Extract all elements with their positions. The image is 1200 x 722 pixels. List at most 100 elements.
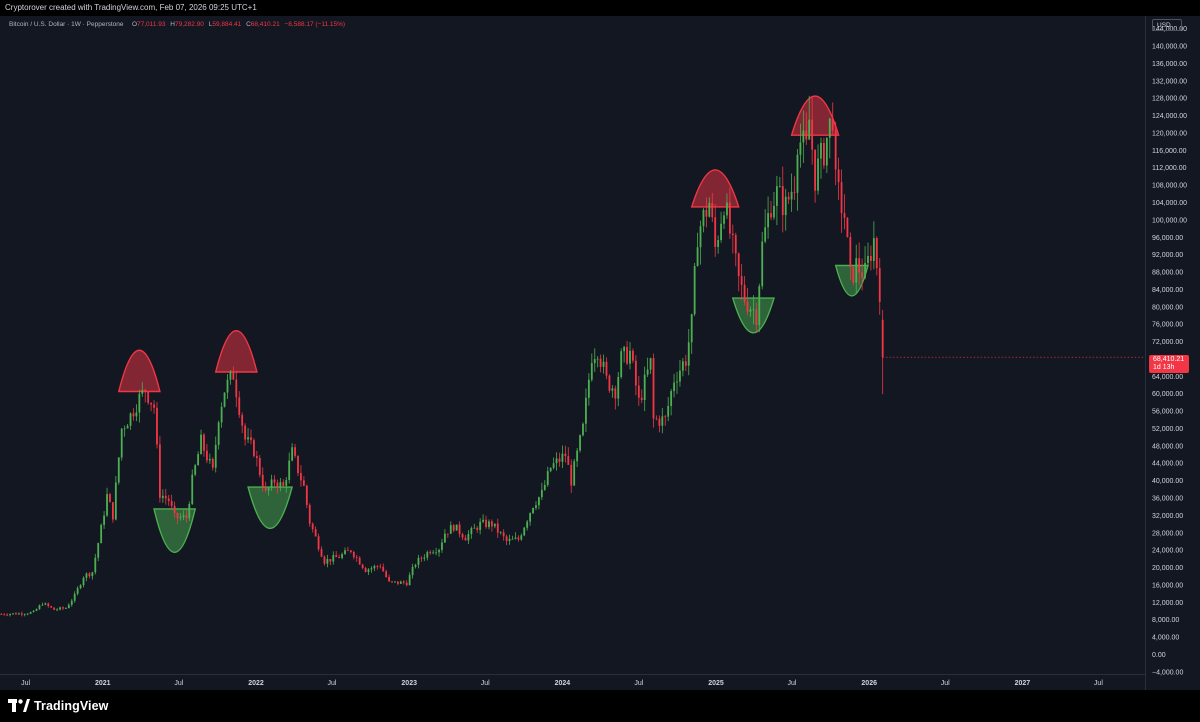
accumulation-bottom-bowl[interactable] (153, 508, 197, 554)
candle-body (244, 425, 247, 440)
distribution-top-dome[interactable] (790, 95, 840, 136)
candle-body (637, 385, 640, 398)
price-tick-label: 24,000.00 (1152, 548, 1183, 555)
candle-body (749, 309, 752, 312)
symbol-title: Bitcoin / U.S. Dollar · 1W · Pepperstone (9, 21, 124, 28)
candle-body (85, 573, 88, 578)
candle-body (488, 521, 490, 528)
candle-body (341, 554, 343, 558)
time-tick-label: Jul (481, 680, 490, 687)
candle-body (159, 444, 161, 498)
candle-body (596, 358, 599, 360)
candle-body (767, 213, 769, 228)
price-chart[interactable]: −4,000.00 0.00 4,000.00 8,000.00 12,000.00 16… (0, 16, 1200, 690)
candle-body (599, 358, 602, 367)
candle-body (211, 458, 214, 468)
candle-body (79, 585, 82, 589)
candle-body (579, 435, 581, 451)
time-tick-label: 2022 (248, 680, 264, 687)
candle-body (552, 463, 555, 468)
price-tick-label: 92,000.00 (1152, 252, 1183, 259)
distribution-top-dome[interactable] (690, 169, 740, 208)
candle-body (276, 482, 279, 488)
candle-body (620, 351, 623, 377)
candle-body (132, 413, 135, 417)
distribution-top-dome[interactable] (117, 349, 161, 393)
price-tick-label: 52,000.00 (1152, 426, 1183, 433)
candle-body (220, 406, 223, 423)
candle-body (179, 517, 182, 519)
candle-body (164, 495, 167, 499)
candle-body (708, 202, 711, 217)
open-value: 77,011.93 (137, 21, 166, 28)
distribution-top-dome[interactable] (214, 330, 258, 373)
candle-body (385, 571, 388, 577)
candle-body (455, 524, 458, 531)
candle-body (449, 525, 452, 534)
candle-body (376, 566, 379, 567)
candle-body (441, 542, 443, 550)
price-tick-label: 144,000.00 (1152, 26, 1187, 33)
candle-body (6, 614, 9, 616)
candle-body (558, 458, 561, 462)
candle-body (50, 606, 53, 608)
price-tick-label: 16,000.00 (1152, 582, 1183, 589)
candle-body (203, 434, 205, 451)
candle-body (208, 458, 211, 461)
candle-body (320, 549, 323, 557)
candle-body (64, 608, 67, 609)
candle-body (297, 455, 299, 474)
candle-body (479, 521, 482, 530)
candle-body (355, 557, 358, 558)
last-price-value: 68,410.21 (1153, 356, 1185, 363)
candle-body (38, 605, 41, 610)
candle-body (872, 238, 875, 262)
candle-body (161, 495, 164, 498)
tradingview-logo[interactable]: TradingView (8, 698, 109, 714)
chart-area[interactable]: −4,000.00 0.00 4,000.00 8,000.00 12,000.00 16… (0, 16, 1200, 690)
price-tick-label: 0.00 (1152, 652, 1166, 659)
candle-body (123, 428, 126, 430)
candle-body (167, 498, 170, 502)
candle-body (347, 550, 349, 552)
candle-body (443, 533, 446, 543)
candle-body (291, 447, 294, 461)
price-tick-label: 36,000.00 (1152, 496, 1183, 503)
candle-body (26, 613, 29, 615)
candle-body (138, 393, 141, 413)
candle-body (435, 552, 437, 554)
high-value: 79,282.90 (174, 21, 204, 28)
candle-body (582, 423, 584, 436)
candle-body (191, 474, 194, 504)
change-value: −8,588.17 (−11.15%) (284, 21, 346, 28)
accumulation-bottom-bowl[interactable] (247, 486, 294, 530)
candle-body (670, 391, 673, 406)
candle-body (326, 559, 329, 564)
candles-layer (0, 95, 1145, 617)
candle-body (699, 226, 702, 248)
currency-selector[interactable]: USD (1152, 19, 1182, 31)
accumulation-bottom-bowl[interactable] (834, 264, 869, 297)
candle-body (496, 523, 499, 533)
time-tick-label: Jul (788, 680, 797, 687)
candle-body (743, 284, 746, 302)
candle-body (206, 450, 208, 461)
candle-body (723, 215, 725, 224)
candle-body (643, 374, 646, 400)
candle-body (514, 537, 517, 539)
price-axis[interactable]: −4,000.00 0.00 4,000.00 8,000.00 12,000.00 16… (1152, 26, 1187, 676)
candle-body (47, 603, 50, 607)
candle-body (549, 467, 552, 472)
last-price-tag: 68,410.21 1d 13h (1149, 355, 1189, 373)
candle-body (67, 604, 70, 609)
candle-body (170, 501, 173, 506)
candle-body (617, 376, 620, 399)
candle-body (476, 527, 479, 530)
candle-body (153, 404, 155, 408)
symbol-legend[interactable]: Bitcoin / U.S. Dollar · 1W · Pepperstone… (9, 21, 348, 28)
price-tick-label: 32,000.00 (1152, 513, 1183, 520)
price-tick-label: 8,000.00 (1152, 617, 1179, 624)
time-axis[interactable]: Jul 2021 Jul 2022 Jul 2023 Jul 2024 Jul 2025 Jul 20… (21, 680, 1103, 687)
market-status-dot (125, 21, 127, 28)
price-tick-label: 96,000.00 (1152, 235, 1183, 242)
